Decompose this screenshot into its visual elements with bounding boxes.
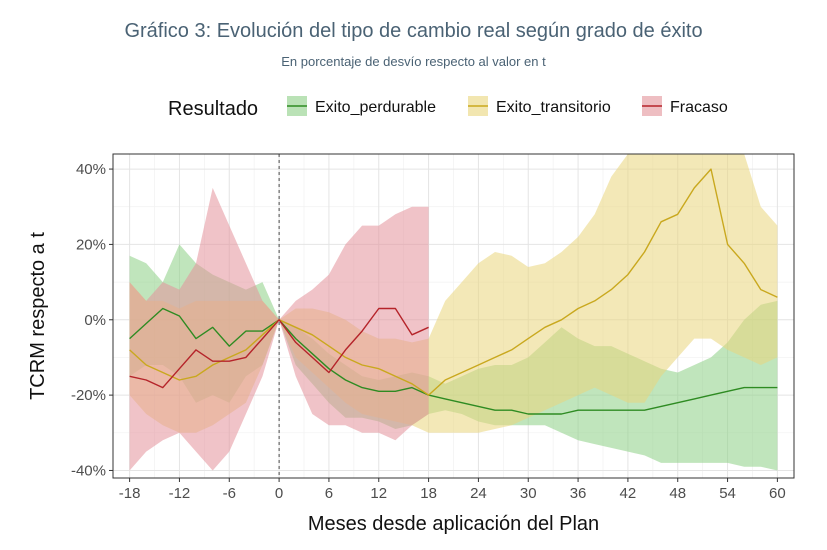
band-exito_transitorio <box>129 154 778 433</box>
x-tick-label: 36 <box>570 485 587 502</box>
legend-item-exito_perdurable: Exito_perdurable <box>287 96 436 116</box>
line-exito_transitorio <box>129 168 778 396</box>
legend: Resultado Exito_perdurable Exito_transitor… <box>168 96 728 120</box>
x-tick-label: 30 <box>520 485 537 502</box>
x-tick-label: 12 <box>370 485 387 502</box>
chart-subtitle: En porcentaje de desvío respecto al valo… <box>281 54 546 69</box>
legend-item-fracaso: Fracaso <box>642 96 728 116</box>
x-tick-label: 42 <box>620 485 637 502</box>
plot-area <box>113 154 794 478</box>
x-tick-label: 6 <box>325 485 333 502</box>
y-axis-title: TCRM respecto a t <box>27 232 49 400</box>
y-tick-label: 40% <box>76 161 106 178</box>
x-tick-label: -6 <box>223 485 236 502</box>
legend-label: Fracaso <box>670 99 728 116</box>
x-tick-label: 60 <box>769 485 786 502</box>
chart-title: Gráfico 3: Evolución del tipo de cambio … <box>124 20 703 42</box>
x-tick-label: 18 <box>420 485 437 502</box>
x-tick-label: 0 <box>275 485 283 502</box>
axes: -18 -12 -6 0 6 12 18 24 30 36 42 48 54 60 -40% -20% 0% 20… <box>27 153 795 535</box>
y-tick-label: -40% <box>71 462 106 479</box>
line-exito_perdurable <box>129 307 778 415</box>
x-tick-label: -12 <box>169 485 191 502</box>
x-tick-label: 48 <box>669 485 686 502</box>
band-exito_perdurable <box>129 244 778 471</box>
y-tick-label: -20% <box>71 387 106 404</box>
series-layer <box>129 154 778 471</box>
y-tick-label: 0% <box>84 312 106 329</box>
x-tick-label: 24 <box>470 485 487 502</box>
x-tick-label: 54 <box>719 485 736 502</box>
legend-item-exito_transitorio: Exito_transitorio <box>468 96 611 116</box>
plot-border <box>112 153 795 479</box>
legend-title: Resultado <box>168 98 258 120</box>
x-tick-label: -18 <box>119 485 141 502</box>
legend-label: Exito_transitorio <box>496 99 611 116</box>
y-tick-label: 20% <box>76 236 106 253</box>
x-axis-title: Meses desde aplicación del Plan <box>308 513 599 535</box>
line-fracaso <box>129 307 429 389</box>
legend-label: Exito_perdurable <box>315 99 436 116</box>
band-fracaso <box>129 187 429 471</box>
